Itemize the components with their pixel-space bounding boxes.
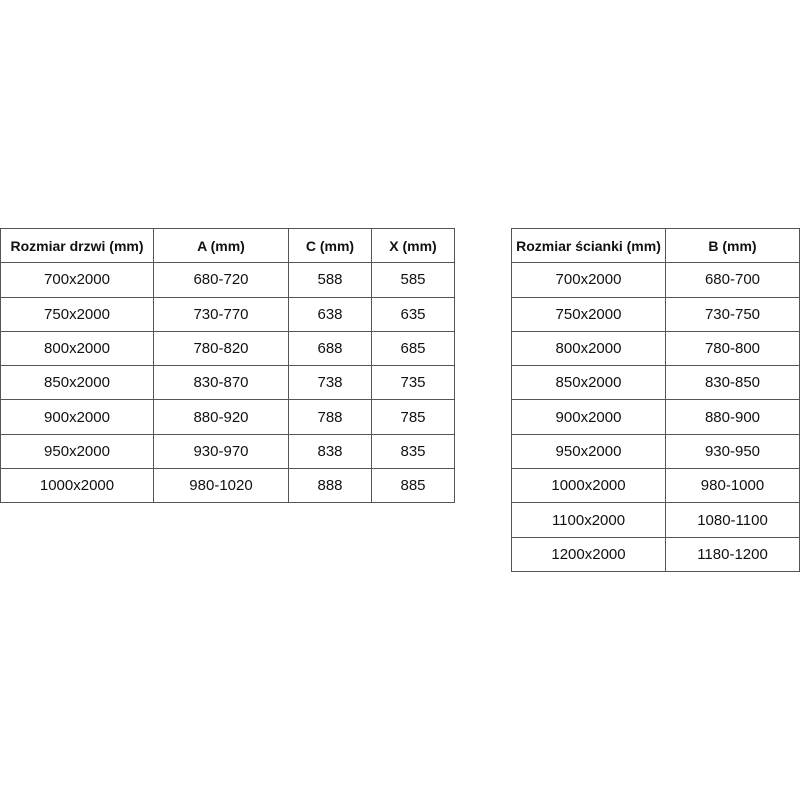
table-cell: 730-750 (665, 296, 800, 332)
table-cell: 880-920 (153, 399, 289, 435)
table-row: 900x2000 880-920 788 785 (0, 399, 455, 435)
table-row: 1200x2000 1180-1200 (511, 536, 800, 572)
table-row: 850x2000 830-870 738 735 (0, 365, 455, 401)
table-row: 750x2000 730-770 638 635 (0, 296, 455, 332)
table-cell: 930-970 (153, 433, 289, 470)
column-header: Rozmiar ścianki (mm) (511, 227, 666, 264)
column-header: X (mm) (371, 227, 455, 264)
table-cell: 888 (288, 468, 372, 504)
table-cell: 785 (371, 399, 455, 435)
door-size-table: Rozmiar drzwi (mm) A (mm) C (mm) X (mm) 700… (0, 227, 455, 504)
table-row: 950x2000 930-970 838 835 (0, 433, 455, 470)
table-cell: 585 (371, 262, 455, 298)
column-header: C (mm) (288, 227, 372, 264)
table-cell: 1100x2000 (511, 502, 666, 538)
table-cell: 800x2000 (0, 330, 154, 367)
table-cell: 730-770 (153, 296, 289, 332)
table-cell: 685 (371, 330, 455, 367)
column-header: Rozmiar drzwi (mm) (0, 227, 154, 264)
table-cell: 885 (371, 468, 455, 504)
table-cell: 780-800 (665, 330, 800, 367)
table-cell: 850x2000 (511, 365, 666, 401)
column-header: B (mm) (665, 227, 800, 264)
table-cell: 680-720 (153, 262, 289, 298)
table-cell: 688 (288, 330, 372, 367)
table-cell: 1180-1200 (665, 536, 800, 572)
table-cell: 950x2000 (511, 433, 666, 470)
table-row: 700x2000 680-720 588 585 (0, 262, 455, 298)
table-cell: 835 (371, 433, 455, 470)
table-cell: 900x2000 (511, 399, 666, 435)
table-cell: 1000x2000 (0, 468, 154, 504)
table-cell: 830-850 (665, 365, 800, 401)
table-cell: 930-950 (665, 433, 800, 470)
table-cell: 880-900 (665, 399, 800, 435)
wall-size-table: Rozmiar ścianki (mm) B (mm) 700x2000 680-7… (511, 227, 800, 572)
table-cell: 588 (288, 262, 372, 298)
table-cell: 700x2000 (511, 262, 666, 298)
table-row: 950x2000 930-950 (511, 433, 800, 470)
table-cell: 900x2000 (0, 399, 154, 435)
table-cell: 800x2000 (511, 330, 666, 367)
table-header-row: Rozmiar drzwi (mm) A (mm) C (mm) X (mm) (0, 227, 455, 264)
table-cell: 980-1020 (153, 468, 289, 504)
table-row: 750x2000 730-750 (511, 296, 800, 332)
table-cell: 750x2000 (511, 296, 666, 332)
column-header: A (mm) (153, 227, 289, 264)
table-cell: 788 (288, 399, 372, 435)
table-cell: 638 (288, 296, 372, 332)
table-cell: 1000x2000 (511, 468, 666, 504)
table-header-row: Rozmiar ścianki (mm) B (mm) (511, 227, 800, 264)
table-cell: 735 (371, 365, 455, 401)
table-cell: 850x2000 (0, 365, 154, 401)
table-cell: 700x2000 (0, 262, 154, 298)
table-row: 700x2000 680-700 (511, 262, 800, 298)
table-cell: 635 (371, 296, 455, 332)
table-row: 900x2000 880-900 (511, 399, 800, 435)
table-cell: 780-820 (153, 330, 289, 367)
table-cell: 1200x2000 (511, 536, 666, 572)
table-cell: 738 (288, 365, 372, 401)
table-row: 800x2000 780-800 (511, 330, 800, 367)
table-cell: 750x2000 (0, 296, 154, 332)
table-row: 850x2000 830-850 (511, 365, 800, 401)
table-row: 800x2000 780-820 688 685 (0, 330, 455, 367)
table-cell: 680-700 (665, 262, 800, 298)
table-cell: 950x2000 (0, 433, 154, 470)
table-row: 1000x2000 980-1020 888 885 (0, 468, 455, 504)
table-cell: 838 (288, 433, 372, 470)
table-cell: 1080-1100 (665, 502, 800, 538)
table-row: 1000x2000 980-1000 (511, 468, 800, 504)
table-row: 1100x2000 1080-1100 (511, 502, 800, 538)
table-cell: 980-1000 (665, 468, 800, 504)
table-cell: 830-870 (153, 365, 289, 401)
